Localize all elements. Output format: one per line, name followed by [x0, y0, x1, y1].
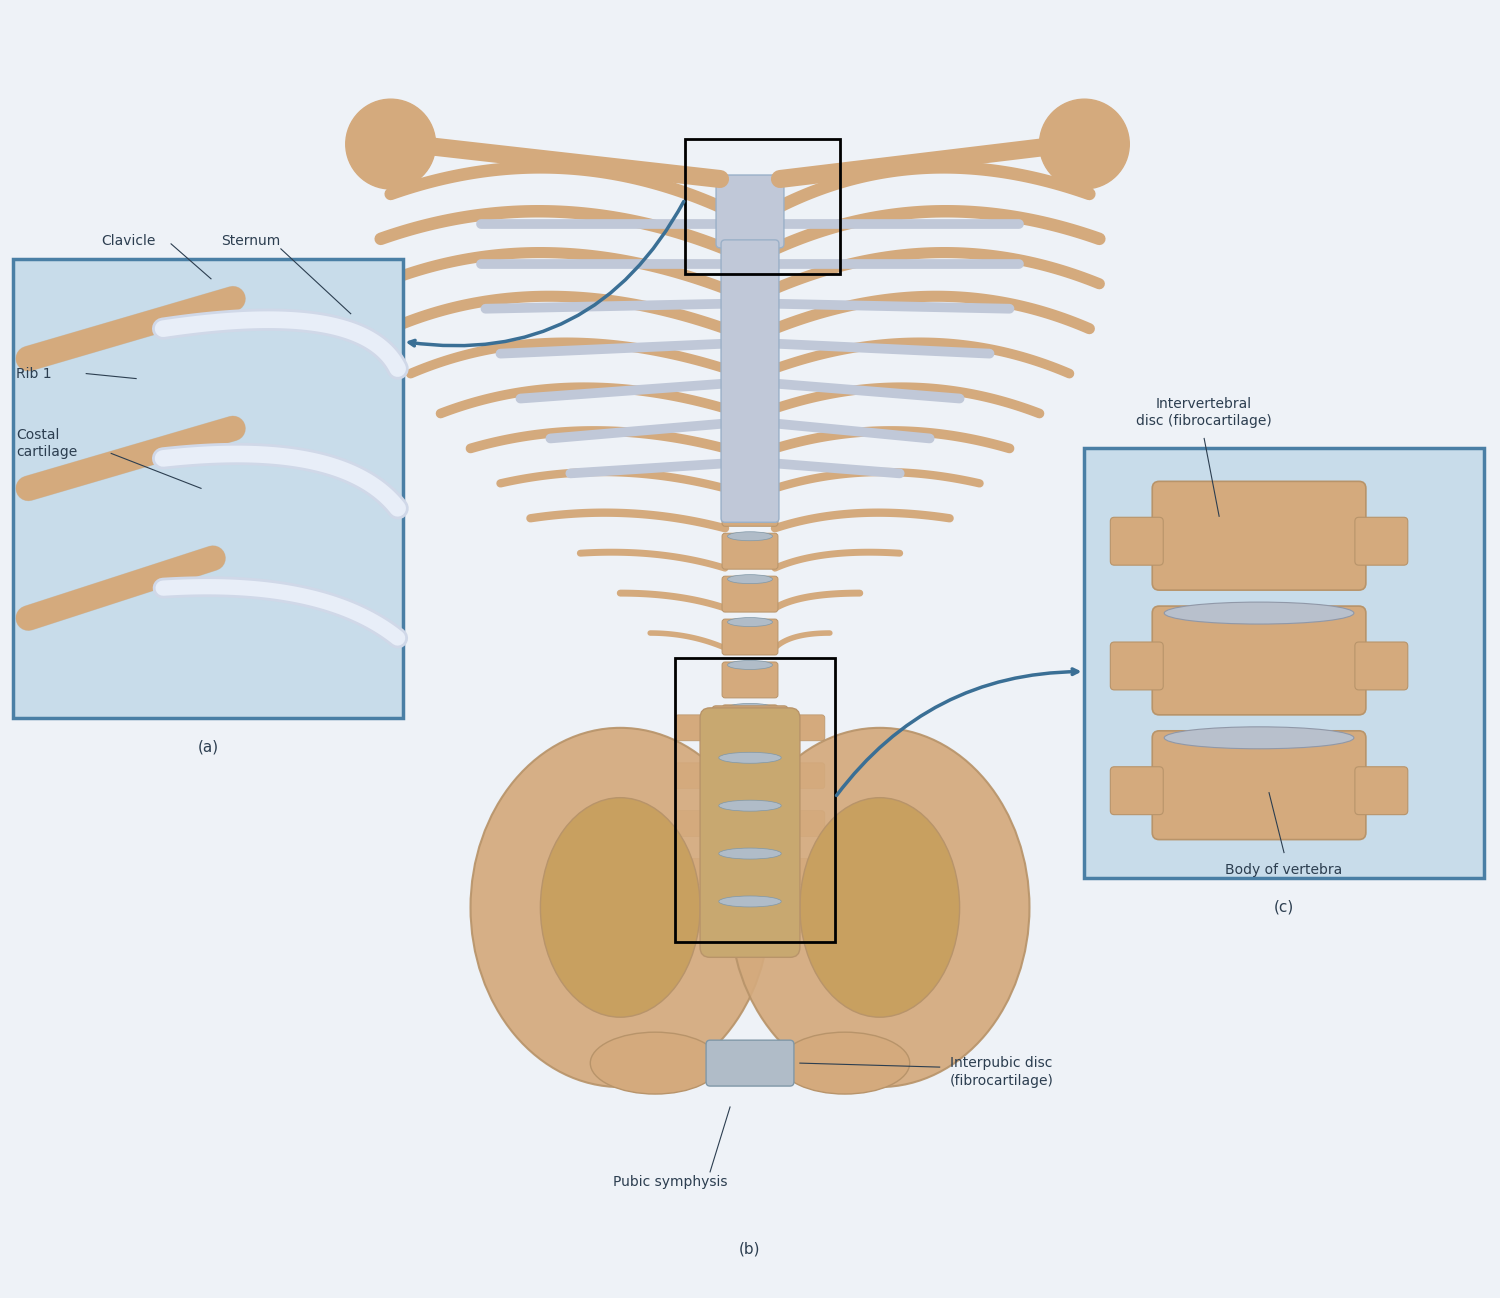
Ellipse shape — [728, 618, 772, 627]
Circle shape — [345, 99, 435, 190]
FancyBboxPatch shape — [722, 448, 778, 483]
Bar — [686, 139, 840, 274]
Ellipse shape — [728, 317, 772, 326]
FancyBboxPatch shape — [722, 491, 778, 526]
FancyBboxPatch shape — [722, 275, 778, 312]
Text: Pubic symphysis: Pubic symphysis — [614, 1175, 728, 1189]
Ellipse shape — [728, 532, 772, 541]
FancyBboxPatch shape — [1084, 448, 1484, 877]
Text: (c): (c) — [1274, 900, 1294, 915]
FancyBboxPatch shape — [1110, 767, 1162, 815]
FancyBboxPatch shape — [1152, 482, 1366, 591]
Ellipse shape — [1164, 727, 1354, 749]
Ellipse shape — [780, 1032, 909, 1094]
FancyBboxPatch shape — [712, 706, 788, 750]
FancyBboxPatch shape — [675, 858, 718, 884]
Ellipse shape — [728, 402, 772, 411]
FancyBboxPatch shape — [1110, 643, 1162, 691]
FancyBboxPatch shape — [706, 1040, 794, 1086]
FancyBboxPatch shape — [1354, 518, 1408, 565]
Text: Costal
cartilage: Costal cartilage — [16, 428, 78, 459]
Circle shape — [1040, 99, 1130, 190]
FancyBboxPatch shape — [722, 705, 778, 741]
FancyBboxPatch shape — [782, 715, 825, 741]
FancyBboxPatch shape — [675, 763, 718, 789]
FancyBboxPatch shape — [722, 619, 778, 655]
FancyBboxPatch shape — [722, 240, 778, 522]
FancyBboxPatch shape — [1110, 518, 1162, 565]
FancyBboxPatch shape — [712, 897, 788, 941]
Ellipse shape — [800, 798, 960, 1018]
Ellipse shape — [718, 896, 782, 907]
Ellipse shape — [471, 728, 770, 1086]
Ellipse shape — [728, 274, 772, 283]
FancyBboxPatch shape — [722, 232, 778, 269]
Ellipse shape — [1164, 602, 1354, 624]
FancyBboxPatch shape — [13, 258, 402, 718]
Ellipse shape — [728, 661, 772, 670]
FancyBboxPatch shape — [675, 811, 718, 837]
FancyBboxPatch shape — [722, 319, 778, 354]
Text: (a): (a) — [198, 740, 219, 755]
Text: Body of vertebra: Body of vertebra — [1226, 863, 1342, 876]
FancyBboxPatch shape — [716, 175, 784, 248]
Ellipse shape — [730, 728, 1029, 1086]
Text: Clavicle: Clavicle — [100, 234, 156, 248]
FancyBboxPatch shape — [700, 707, 800, 958]
FancyBboxPatch shape — [722, 533, 778, 569]
FancyBboxPatch shape — [722, 362, 778, 397]
Ellipse shape — [728, 489, 772, 498]
FancyBboxPatch shape — [1152, 606, 1366, 715]
FancyBboxPatch shape — [722, 662, 778, 698]
FancyBboxPatch shape — [1354, 767, 1408, 815]
Ellipse shape — [728, 704, 772, 713]
Ellipse shape — [728, 360, 772, 369]
Ellipse shape — [718, 753, 782, 763]
FancyBboxPatch shape — [712, 850, 788, 893]
Ellipse shape — [540, 798, 700, 1018]
FancyBboxPatch shape — [675, 715, 718, 741]
Text: Intervertebral
disc (fibrocartilage): Intervertebral disc (fibrocartilage) — [1137, 397, 1272, 428]
FancyBboxPatch shape — [782, 858, 825, 884]
Ellipse shape — [728, 575, 772, 584]
FancyBboxPatch shape — [712, 754, 788, 798]
Text: Interpubic disc
(fibrocartilage): Interpubic disc (fibrocartilage) — [950, 1057, 1053, 1088]
Text: Sternum: Sternum — [220, 234, 280, 248]
Ellipse shape — [718, 800, 782, 811]
FancyBboxPatch shape — [675, 906, 718, 932]
Ellipse shape — [728, 447, 772, 454]
Ellipse shape — [718, 848, 782, 859]
Bar — [675, 658, 836, 942]
Text: (b): (b) — [740, 1242, 760, 1256]
FancyBboxPatch shape — [782, 811, 825, 837]
FancyBboxPatch shape — [722, 405, 778, 440]
FancyBboxPatch shape — [1354, 643, 1408, 691]
FancyBboxPatch shape — [782, 763, 825, 789]
FancyBboxPatch shape — [712, 802, 788, 845]
Text: Rib 1: Rib 1 — [16, 366, 53, 380]
Ellipse shape — [591, 1032, 720, 1094]
FancyBboxPatch shape — [722, 576, 778, 613]
FancyBboxPatch shape — [1152, 731, 1366, 840]
FancyBboxPatch shape — [782, 906, 825, 932]
